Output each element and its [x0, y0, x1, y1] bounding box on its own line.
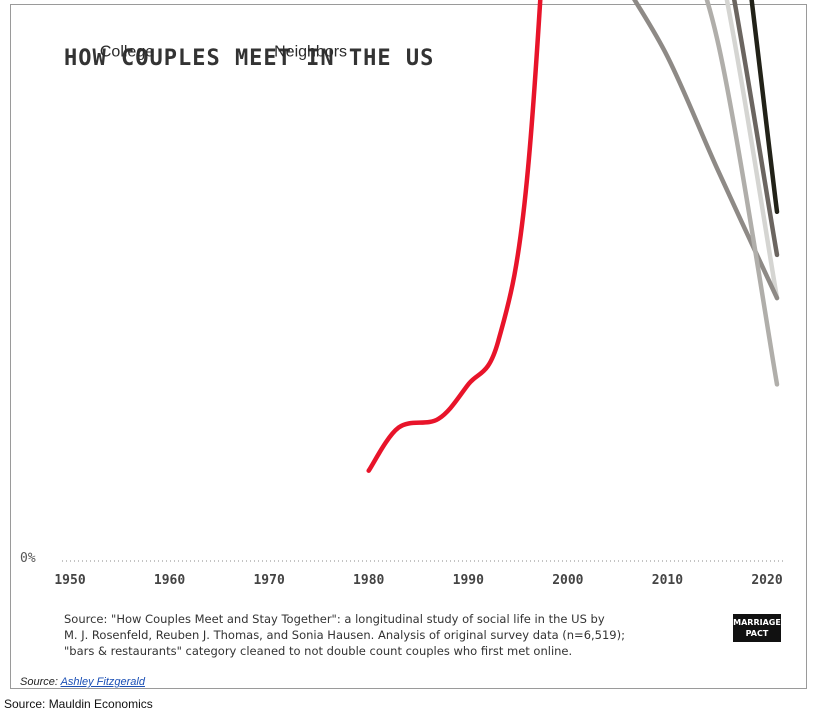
- series-line-neighbors: [632, 0, 780, 301]
- x-tick-label: 2010: [652, 573, 683, 588]
- source-note: Source: "How Couples Meet and Stay Toget…: [64, 611, 704, 659]
- series-line-bar: [749, 0, 780, 215]
- x-tick-label: 1950: [54, 573, 85, 588]
- series-label-college: College: [100, 43, 154, 60]
- x-tick-label: 1990: [453, 573, 484, 588]
- x-tick-label: 1970: [253, 573, 284, 588]
- y-axis-ticks: 0%10%20%30%40%50%: [20, 551, 36, 566]
- series-line-online: [366, 0, 543, 473]
- outer-source: Source: Mauldin Economics: [4, 697, 153, 711]
- y-tick-label: 0%: [20, 551, 36, 566]
- series-lines: [366, 0, 780, 473]
- x-tick-label: 2020: [751, 573, 782, 588]
- series-line-through-family: [731, 0, 780, 258]
- source-credit-link[interactable]: Ashley Fitzgerald: [60, 676, 145, 688]
- series-line-grade-school: [704, 0, 780, 387]
- source-note-line-1: Source: "How Couples Meet and Stay Toget…: [64, 612, 605, 626]
- series-label-neighbors: Neighbors: [274, 43, 347, 60]
- logo-line-1: MARRIAGE: [733, 618, 781, 627]
- source-note-line-2: M. J. Rosenfeld, Reuben J. Thomas, and S…: [64, 628, 625, 642]
- series-line-college: [724, 0, 780, 301]
- series-labels: Through friendsThrough familyWorkBarGrad…: [100, 43, 347, 60]
- source-credit-label: Source:: [20, 676, 58, 688]
- source-note-line-3: "bars & restaurants" category cleaned to…: [64, 644, 573, 658]
- source-credit: Source: Ashley Fitzgerald: [20, 676, 145, 688]
- x-tick-label: 1960: [154, 573, 185, 588]
- chart-title: HOW COUPLES MEET IN THE US: [64, 46, 435, 71]
- x-tick-label: 1980: [353, 573, 384, 588]
- logo-line-2: PACT: [745, 629, 769, 638]
- x-tick-label: 2000: [552, 573, 583, 588]
- x-axis-ticks: 1950 1960 1970 1980 1990 2000 2010 2020: [54, 573, 782, 588]
- chart-frame: [10, 4, 807, 689]
- marriage-pact-logo: MARRIAGE PACT: [733, 614, 781, 642]
